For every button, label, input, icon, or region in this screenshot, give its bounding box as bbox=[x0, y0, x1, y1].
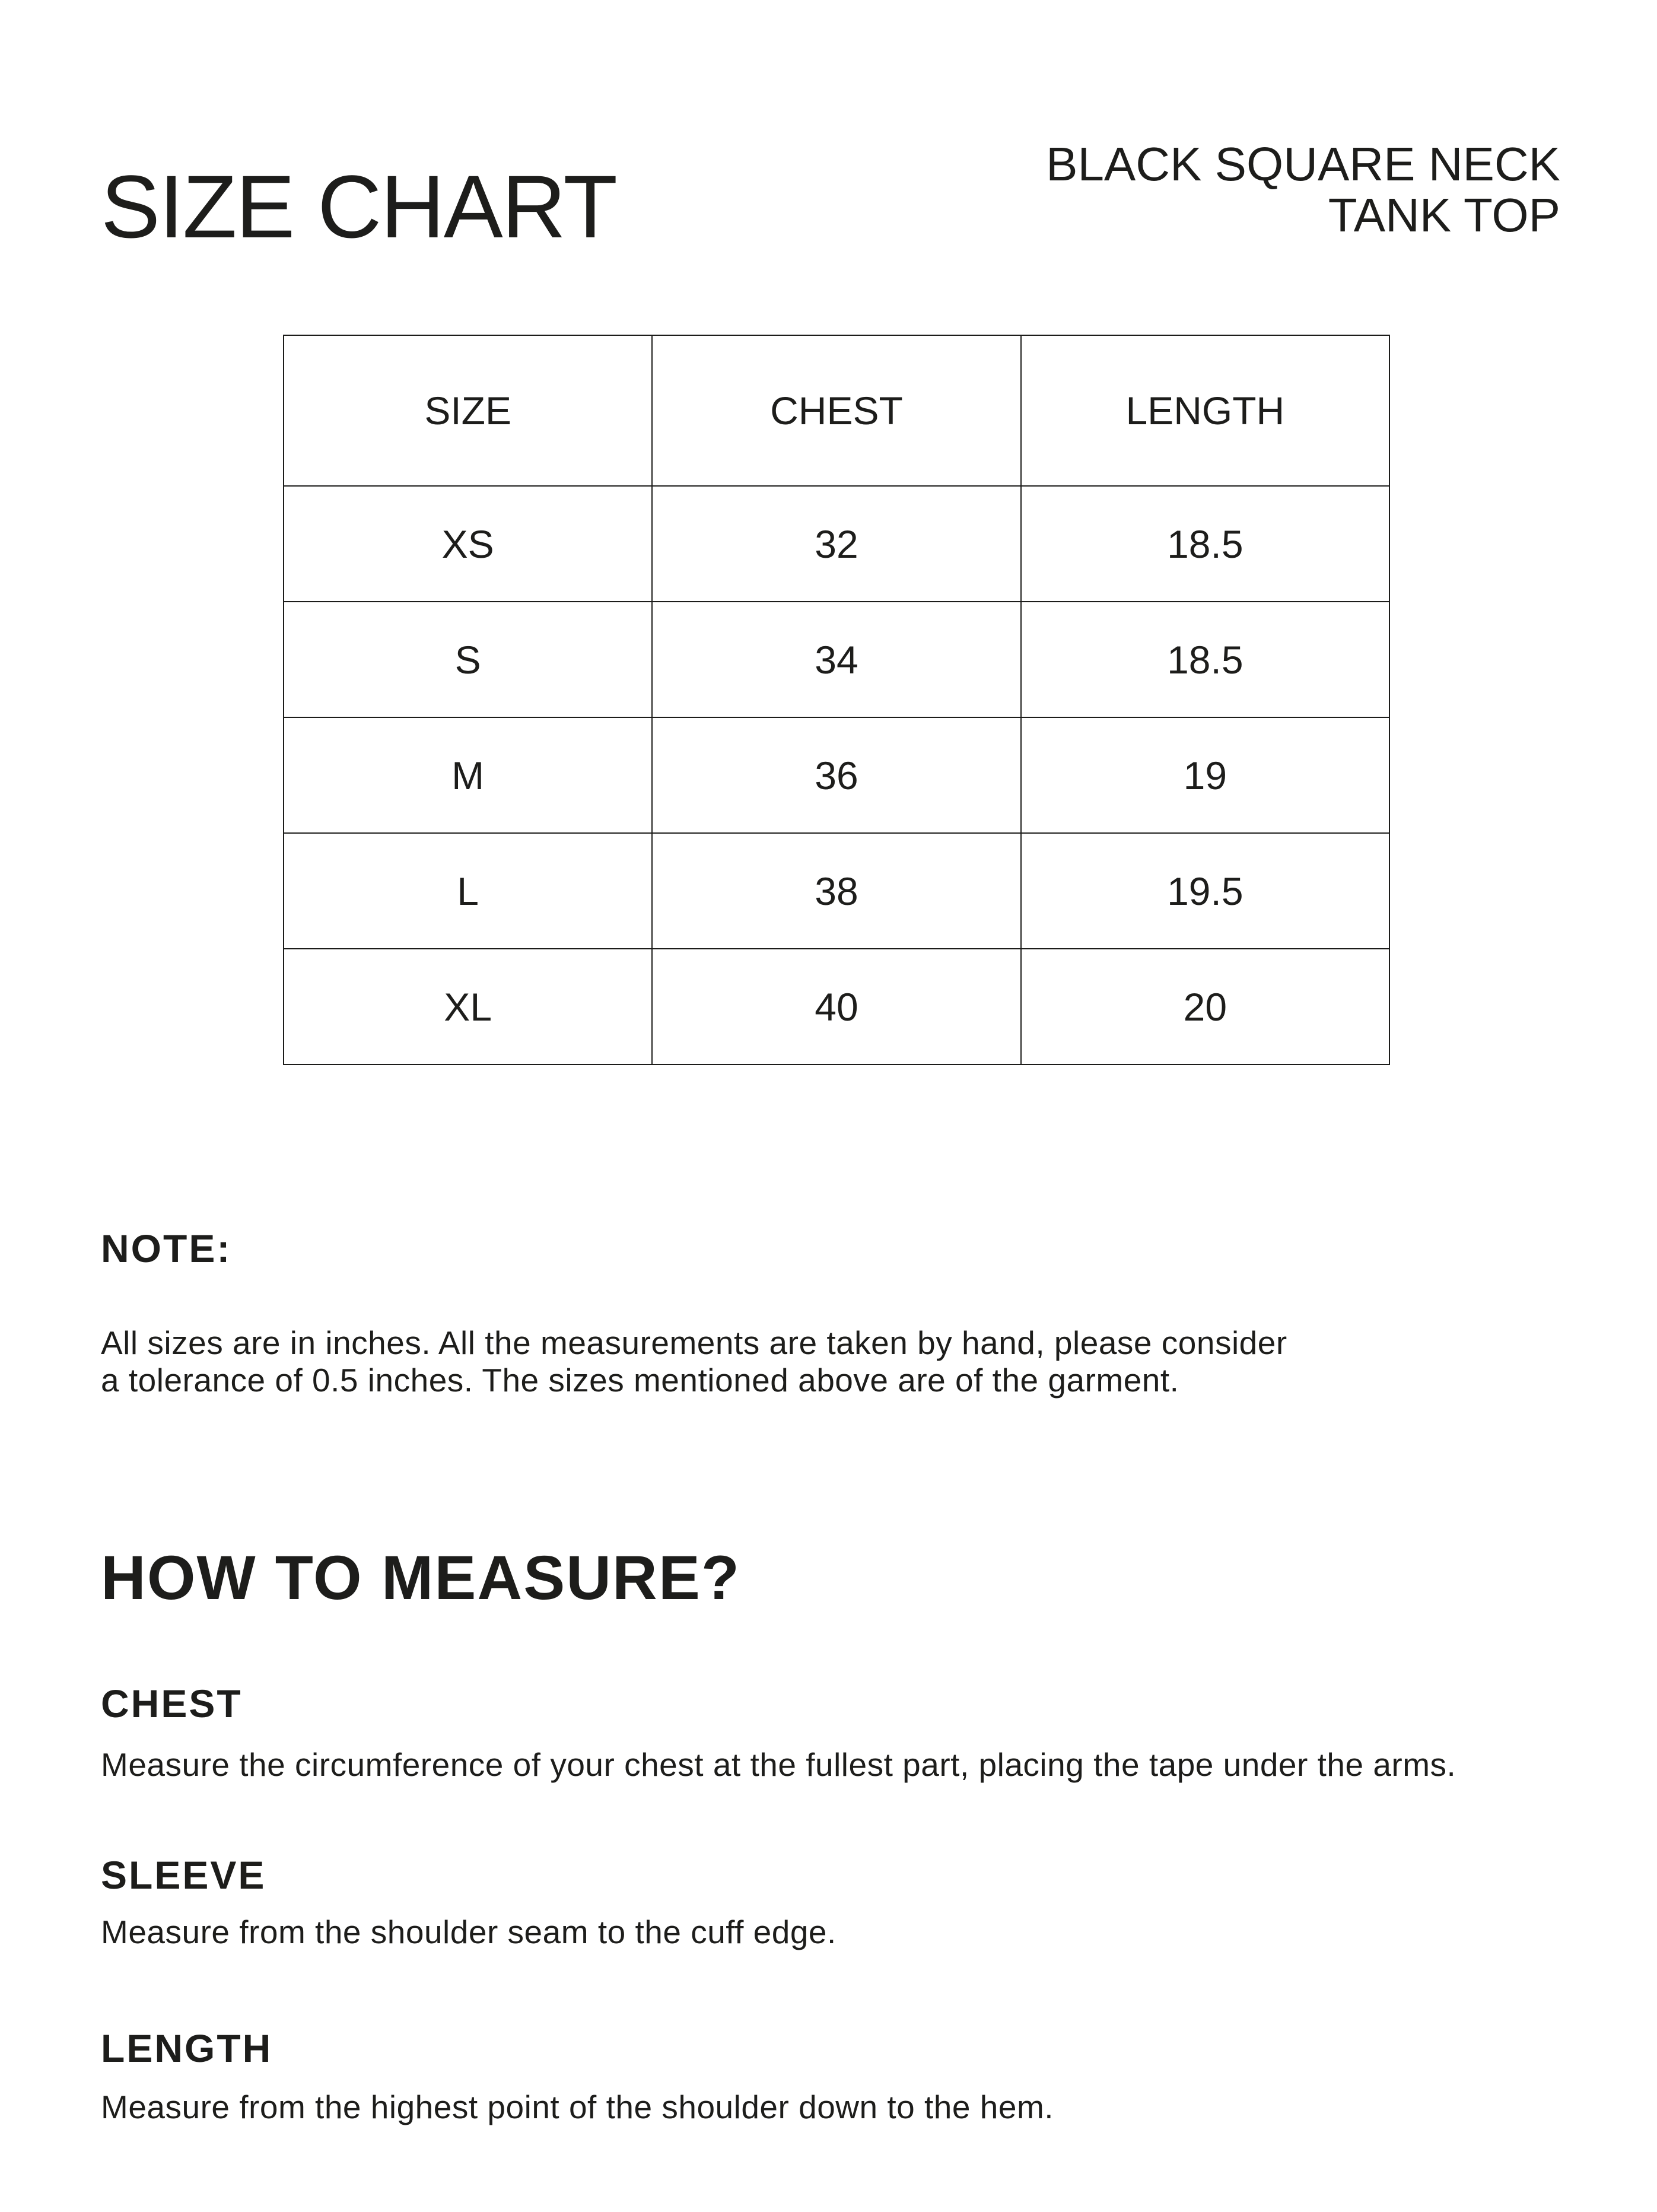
cell-length: 19 bbox=[1020, 717, 1391, 834]
size-table-body: XS 32 18.5 S 34 18.5 M 36 19 L 38 19.5 X… bbox=[282, 485, 1391, 1065]
cell-chest: 36 bbox=[651, 717, 1022, 834]
product-name-line2: TANK TOP bbox=[1328, 189, 1560, 241]
page-title: SIZE CHART bbox=[101, 156, 618, 256]
sleeve-heading: SLEEVE bbox=[101, 1853, 266, 1897]
table-row-m: M 36 19 bbox=[282, 717, 1391, 834]
length-heading: LENGTH bbox=[101, 2026, 273, 2070]
note-text: All sizes are in inches. All the measure… bbox=[101, 1324, 1287, 1399]
product-name: BLACK SQUARE NECK TANK TOP bbox=[1046, 139, 1560, 241]
size-table: SIZE CHEST LENGTH XS 32 18.5 S 34 18.5 M… bbox=[282, 335, 1391, 1065]
cell-length: 18.5 bbox=[1020, 485, 1391, 602]
cell-size: XS bbox=[282, 485, 653, 602]
note-heading: NOTE: bbox=[101, 1226, 232, 1270]
cell-chest: 34 bbox=[651, 601, 1022, 718]
column-header-size: SIZE bbox=[282, 335, 653, 487]
table-row-xl: XL 40 20 bbox=[282, 948, 1391, 1065]
cell-length: 20 bbox=[1020, 948, 1391, 1065]
sleeve-description: Measure from the shoulder seam to the cu… bbox=[101, 1914, 837, 1950]
cell-chest: 32 bbox=[651, 485, 1022, 602]
cell-chest: 40 bbox=[651, 948, 1022, 1065]
cell-size: M bbox=[282, 717, 653, 834]
table-row-xs: XS 32 18.5 bbox=[282, 485, 1391, 602]
table-row-l: L 38 19.5 bbox=[282, 832, 1391, 949]
length-description: Measure from the highest point of the sh… bbox=[101, 2089, 1054, 2125]
cell-length: 18.5 bbox=[1020, 601, 1391, 718]
cell-size: S bbox=[282, 601, 653, 718]
cell-size: XL bbox=[282, 948, 653, 1065]
column-header-length: LENGTH bbox=[1020, 335, 1391, 487]
product-name-line1: BLACK SQUARE NECK bbox=[1046, 138, 1560, 190]
column-header-chest: CHEST bbox=[651, 335, 1022, 487]
cell-size: L bbox=[282, 832, 653, 949]
cell-chest: 38 bbox=[651, 832, 1022, 949]
how-to-measure-heading: HOW TO MEASURE? bbox=[101, 1543, 741, 1613]
size-table-head: SIZE CHEST LENGTH bbox=[282, 335, 1391, 487]
chest-description: Measure the circumference of your chest … bbox=[101, 1746, 1456, 1783]
chest-heading: CHEST bbox=[101, 1682, 243, 1725]
cell-length: 19.5 bbox=[1020, 832, 1391, 949]
table-row-s: S 34 18.5 bbox=[282, 601, 1391, 718]
size-table-header-row: SIZE CHEST LENGTH bbox=[282, 335, 1391, 487]
